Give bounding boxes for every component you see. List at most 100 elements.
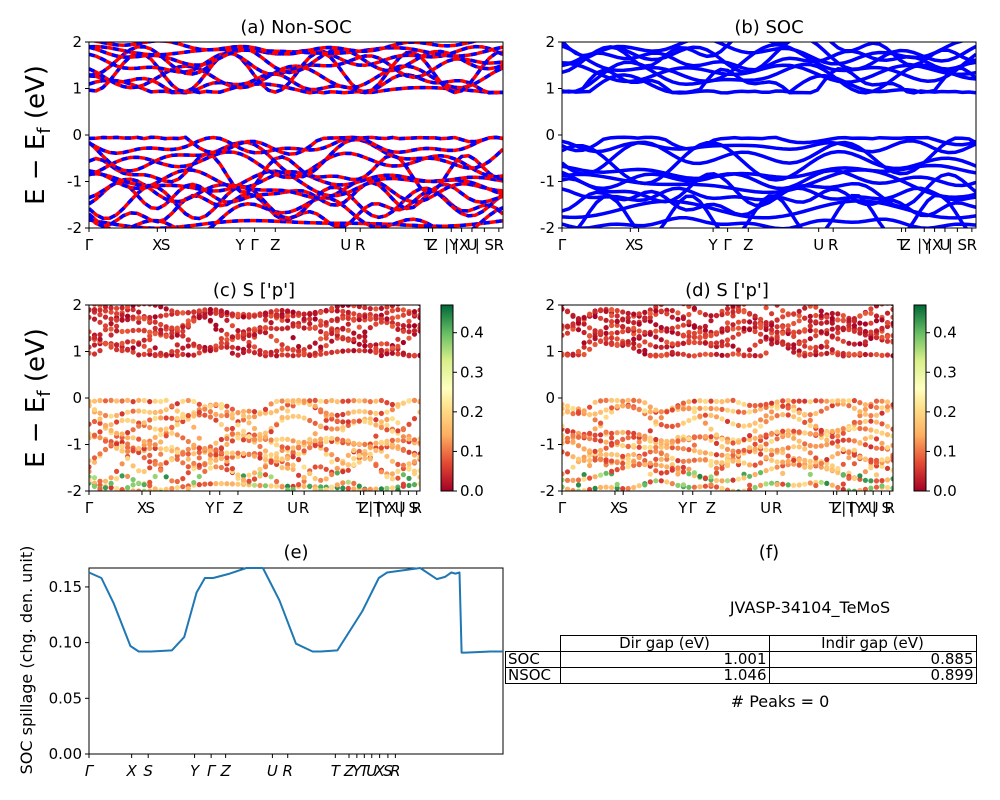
panel-c-point xyxy=(224,317,230,323)
panel-c-point xyxy=(262,472,269,478)
panel-d-point xyxy=(873,472,880,478)
colorbar-c-tick-label: 0.0 xyxy=(460,482,484,500)
panel-d-point xyxy=(719,312,725,318)
panel-c-point xyxy=(340,305,346,308)
panel-c-point xyxy=(218,464,224,471)
panel-c-point xyxy=(318,440,324,446)
panel-d-point xyxy=(713,351,720,357)
panel-c-point xyxy=(251,332,258,338)
panel-c-point xyxy=(296,456,302,463)
panel-d-point xyxy=(796,416,802,422)
panel-d-point xyxy=(807,431,813,437)
panel-c-point xyxy=(114,419,120,425)
panel-d-point xyxy=(747,347,753,353)
panel-d-point xyxy=(603,470,609,476)
panel-c-point xyxy=(119,431,125,437)
panel-c-point xyxy=(257,437,263,443)
panel-d-point xyxy=(658,324,664,331)
panel-c-point xyxy=(235,328,241,334)
panel-c-point xyxy=(340,315,346,321)
panel-c-point xyxy=(395,437,401,443)
panel-c-point xyxy=(362,451,368,457)
panel-d-point xyxy=(796,410,802,416)
panel-d-point xyxy=(818,443,824,449)
panel-d-point xyxy=(620,403,626,409)
panel-d-point xyxy=(890,426,893,432)
panel-d-point xyxy=(664,469,670,475)
panel-c-point xyxy=(180,310,186,316)
panel-c-point xyxy=(130,448,136,454)
panel-c-point xyxy=(119,328,125,335)
panel-c-point xyxy=(169,334,175,340)
panel-d-point xyxy=(752,328,758,335)
panel-d-point xyxy=(752,342,758,348)
panel-c-point xyxy=(102,422,109,429)
panel-d-point xyxy=(702,312,709,318)
panel-d-point xyxy=(868,306,874,312)
table-header-row: Dir gap (eV) Indir gap (eV) xyxy=(505,635,977,652)
panel-c-point xyxy=(334,399,340,405)
panel-c-point xyxy=(240,437,247,443)
panel-d-point xyxy=(829,463,835,469)
panel-d-point xyxy=(564,352,571,358)
panel-c-point xyxy=(185,352,191,358)
panel-d-point xyxy=(829,434,835,440)
panel-c-point xyxy=(400,462,406,468)
panel-c-point xyxy=(323,476,329,482)
panel-c-point xyxy=(400,312,406,318)
panel-c-point xyxy=(395,314,401,320)
panel-c-point xyxy=(213,481,219,487)
panel-c-point xyxy=(378,316,384,322)
panel-c-point xyxy=(141,305,147,307)
panel-c-point xyxy=(196,401,202,407)
panel-c-point xyxy=(152,442,158,448)
panel-d-point xyxy=(785,445,791,451)
panel-c-point xyxy=(274,353,280,359)
panel-d-point xyxy=(802,398,808,404)
panel-e-xtick-label: Y xyxy=(352,762,363,780)
panel-d-point xyxy=(680,420,687,426)
panel-c-point xyxy=(224,426,230,432)
panel-d-point xyxy=(846,488,852,491)
panel-c-point xyxy=(318,484,324,490)
panel-d-point xyxy=(598,307,604,313)
panel-d-point xyxy=(719,339,725,345)
panel-c-point xyxy=(296,439,302,445)
panel-d-point xyxy=(703,492,708,497)
panel-d-point xyxy=(675,422,681,428)
panel-d-point xyxy=(780,459,786,465)
panel-c-point xyxy=(130,463,136,469)
panel-c-point xyxy=(296,397,302,403)
panel-c-point xyxy=(163,415,169,421)
panel-c-point xyxy=(411,397,418,403)
panel-d-point xyxy=(769,480,775,486)
panel-c-point xyxy=(224,309,230,316)
panel-c-point xyxy=(378,439,384,445)
panel-d-point xyxy=(840,486,846,491)
panel-c-point xyxy=(136,352,142,358)
panel-a-xtick-label: R xyxy=(494,236,504,254)
panel-c-point xyxy=(89,307,92,313)
panel-c-point xyxy=(102,341,109,347)
panel-c-point xyxy=(279,444,285,450)
panel-c-point xyxy=(191,352,197,358)
panel-d-point xyxy=(851,461,858,467)
panel-d-point xyxy=(609,430,615,436)
panel-d-point xyxy=(785,323,791,329)
panel-c-point xyxy=(296,472,302,478)
panel-d-point xyxy=(752,408,758,414)
panel-c-point xyxy=(378,397,384,404)
panel-c-point xyxy=(285,483,291,489)
panel-b-band-line xyxy=(562,199,976,220)
panel-c-point xyxy=(147,459,153,465)
panel-d-point xyxy=(691,415,698,421)
panel-d-point xyxy=(818,460,824,466)
panel-d-point xyxy=(587,312,593,318)
panel-d-point xyxy=(829,310,835,317)
panel-c-point xyxy=(257,451,263,457)
panel-c-point xyxy=(257,348,263,354)
panel-d-point xyxy=(868,444,874,450)
panel-d-point xyxy=(868,427,874,433)
panel-c-point xyxy=(307,316,313,322)
panel-d-point xyxy=(724,310,731,316)
